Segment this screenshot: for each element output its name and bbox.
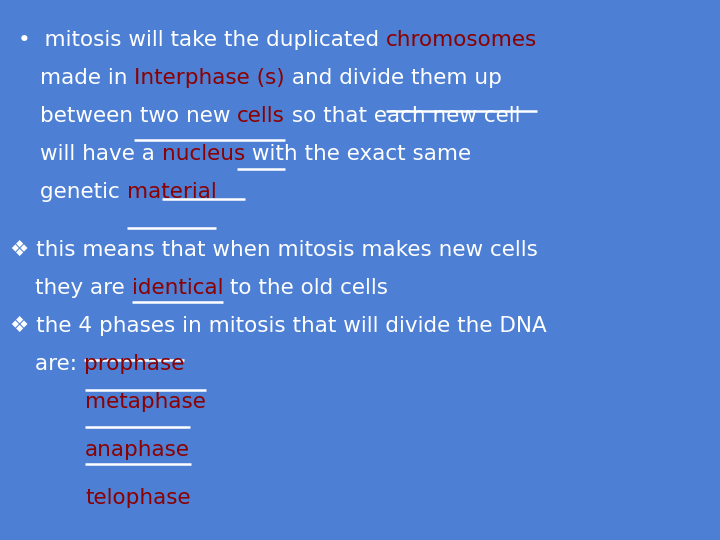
Text: are:: are: (35, 354, 84, 374)
Text: so that each new cell: so that each new cell (285, 106, 521, 126)
Text: between two new: between two new (40, 106, 238, 126)
Text: Interphase (s): Interphase (s) (135, 68, 285, 88)
Text: material: material (127, 182, 217, 202)
Text: chromosomes: chromosomes (386, 30, 537, 50)
Text: they are: they are (35, 278, 132, 298)
Text: cells: cells (238, 106, 285, 126)
Text: telophase: telophase (85, 488, 191, 508)
Text: genetic: genetic (40, 182, 127, 202)
Text: anaphase: anaphase (85, 440, 190, 460)
Text: ❖ this means that when mitosis makes new cells: ❖ this means that when mitosis makes new… (10, 240, 538, 260)
Text: identical: identical (132, 278, 223, 298)
Text: with the exact same: with the exact same (245, 144, 471, 164)
Text: metaphase: metaphase (85, 392, 206, 412)
Text: will have a: will have a (40, 144, 162, 164)
Text: made in: made in (40, 68, 135, 88)
Text: nucleus: nucleus (162, 144, 245, 164)
Text: •  mitosis will take the duplicated: • mitosis will take the duplicated (18, 30, 386, 50)
Text: and divide them up: and divide them up (285, 68, 502, 88)
Text: ❖ the 4 phases in mitosis that will divide the DNA: ❖ the 4 phases in mitosis that will divi… (10, 316, 546, 336)
Text: to the old cells: to the old cells (223, 278, 388, 298)
Text: prophase: prophase (84, 354, 184, 374)
